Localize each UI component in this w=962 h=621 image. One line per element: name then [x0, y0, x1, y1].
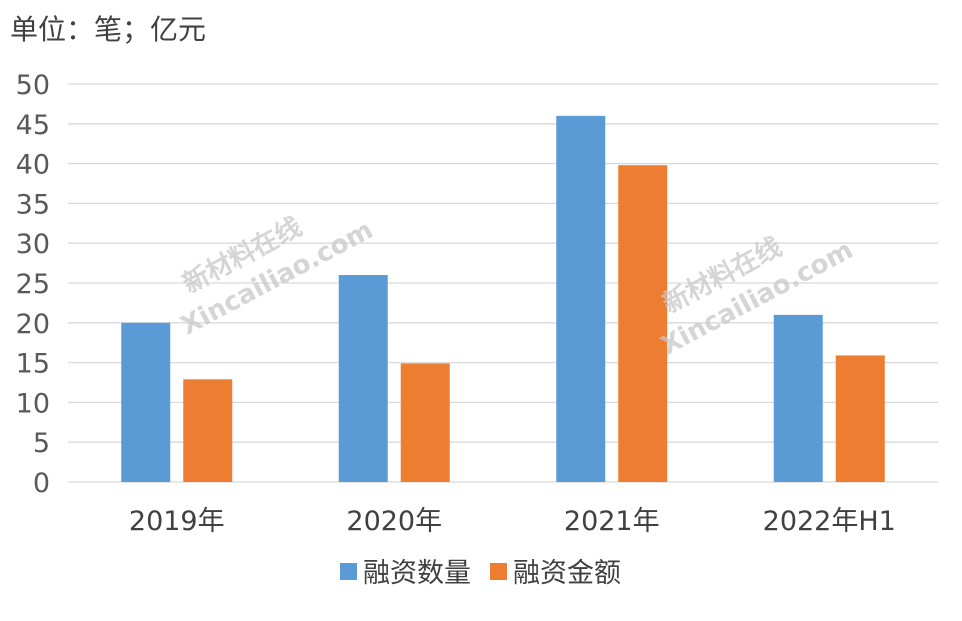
x-category-label: 2020年 — [346, 506, 442, 537]
y-tick-label: 20 — [16, 309, 50, 340]
y-axis-ticks: 0 5 10 15 20 25 30 35 40 45 50 — [16, 70, 50, 499]
bar-count — [556, 115, 606, 482]
bar-amount — [183, 379, 233, 482]
x-category-label: 2022年H1 — [763, 506, 896, 537]
y-tick-label: 30 — [16, 229, 50, 260]
y-tick-label: 5 — [33, 428, 50, 459]
bar-amount — [400, 363, 450, 482]
y-tick-label: 35 — [16, 189, 50, 220]
x-category-label: 2021年 — [564, 506, 660, 537]
y-tick-label: 40 — [16, 150, 50, 181]
legend-swatch — [490, 563, 507, 580]
y-tick-label: 10 — [16, 388, 50, 419]
legend-label: 融资金额 — [513, 558, 621, 589]
bar-amount — [835, 355, 885, 482]
y-tick-label: 50 — [16, 70, 50, 101]
y-tick-label: 0 — [33, 468, 50, 499]
y-tick-label: 45 — [16, 110, 50, 141]
legend-label: 融资数量 — [363, 558, 471, 589]
y-tick-label: 15 — [16, 349, 50, 380]
bar-amount — [618, 165, 668, 482]
legend-swatch — [340, 563, 357, 580]
x-category-label: 2019年 — [129, 506, 225, 537]
legend: 融资数量 融资金额 — [340, 558, 621, 589]
bar-count — [338, 275, 388, 482]
bars — [121, 115, 885, 482]
unit-label: 单位：笔；亿元 — [10, 13, 207, 46]
y-tick-label: 25 — [16, 269, 50, 300]
x-axis-categories: 2019年 2020年 2021年 2022年H1 — [129, 506, 896, 537]
bar-count — [773, 314, 823, 482]
bar-count — [121, 322, 171, 482]
